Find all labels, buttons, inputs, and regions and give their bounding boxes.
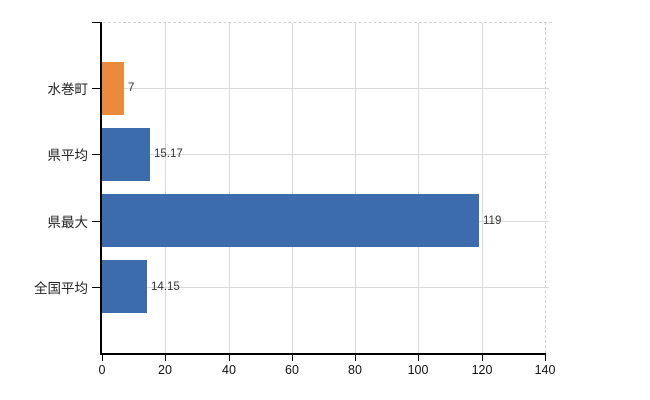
category-label: 全国平均 bbox=[34, 280, 88, 296]
x-tick-label: 100 bbox=[407, 363, 429, 377]
bar-value-label: 14.15 bbox=[151, 280, 180, 293]
y-axis bbox=[100, 22, 102, 355]
gridline-horizontal bbox=[102, 154, 549, 155]
x-tick-label: 40 bbox=[222, 363, 236, 377]
category-label: 水巻町 bbox=[47, 82, 89, 98]
gridline-horizontal bbox=[102, 88, 549, 89]
category-label: 県平均 bbox=[47, 148, 89, 164]
gridline-vertical bbox=[292, 23, 293, 353]
bar-value-label: 119 bbox=[483, 214, 502, 227]
x-axis-tick bbox=[229, 355, 230, 361]
category-tick bbox=[92, 88, 100, 89]
gridline-horizontal bbox=[102, 287, 549, 288]
category-label: 県最大 bbox=[47, 214, 89, 230]
plot-top-border bbox=[93, 22, 552, 23]
bar[interactable] bbox=[102, 62, 124, 115]
axis-top-tick bbox=[92, 22, 100, 23]
bar[interactable] bbox=[102, 194, 479, 247]
x-axis-tick bbox=[292, 355, 293, 361]
x-axis-tick bbox=[418, 355, 419, 361]
plot-right-border bbox=[545, 22, 546, 353]
x-axis-tick bbox=[102, 355, 103, 361]
x-axis-tick bbox=[165, 355, 166, 361]
x-axis-tick bbox=[482, 355, 483, 361]
gridline-vertical bbox=[229, 23, 230, 353]
bar-value-label: 15.17 bbox=[154, 148, 183, 161]
x-tick-label: 80 bbox=[348, 363, 362, 377]
gridline-vertical bbox=[482, 23, 483, 353]
x-tick-label: 120 bbox=[471, 363, 493, 377]
category-tick bbox=[92, 221, 100, 222]
x-tick-label: 20 bbox=[158, 363, 172, 377]
bar-value-label: 7 bbox=[128, 82, 135, 95]
bar[interactable] bbox=[102, 260, 147, 313]
x-tick-label: 0 bbox=[98, 363, 106, 377]
x-tick-label: 60 bbox=[285, 363, 299, 377]
gridline-vertical bbox=[418, 23, 419, 353]
category-tick bbox=[92, 154, 100, 155]
x-axis-tick bbox=[545, 355, 546, 361]
gridline-vertical bbox=[165, 23, 166, 353]
category-tick bbox=[92, 287, 100, 288]
x-axis bbox=[100, 353, 546, 355]
bar[interactable] bbox=[102, 128, 150, 181]
x-axis-tick bbox=[355, 355, 356, 361]
x-tick-label: 140 bbox=[534, 363, 556, 377]
gridline-vertical bbox=[355, 23, 356, 353]
